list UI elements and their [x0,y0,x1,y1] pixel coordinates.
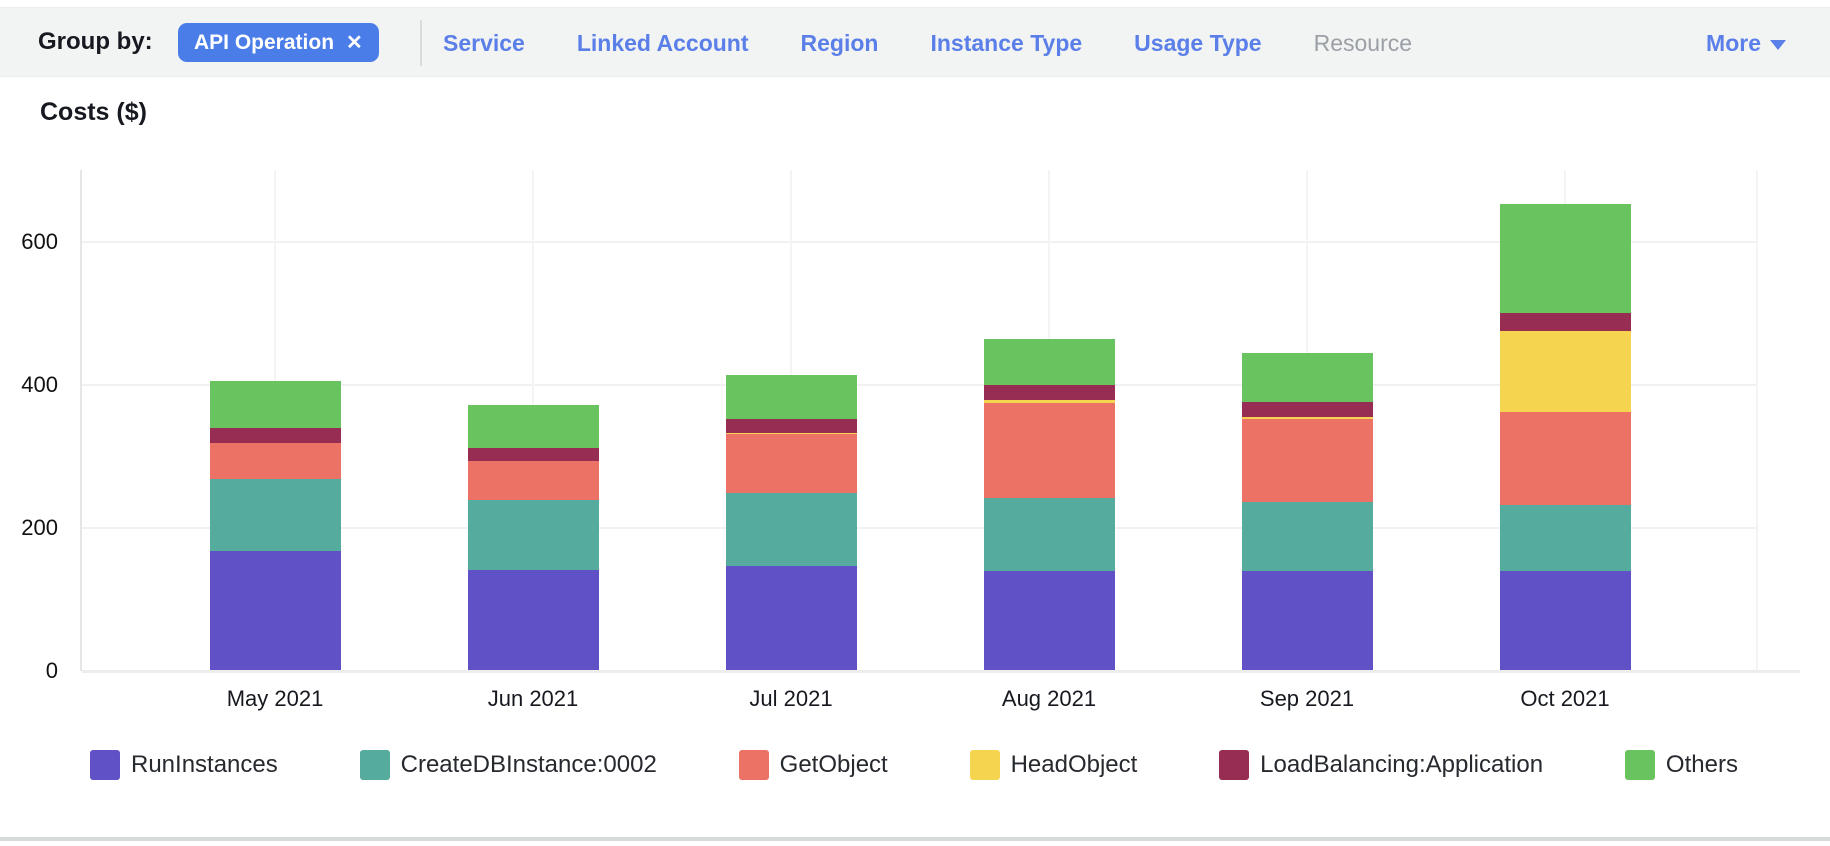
bar-segment-runinstances[interactable] [1241,570,1373,671]
legend-item-runinstances[interactable]: RunInstances [90,750,278,780]
bar-segment-loadbalancing-application[interactable] [1241,401,1373,417]
bar-jun-2021[interactable] [467,404,599,671]
legend-item-getobject[interactable]: GetObject [738,750,888,780]
legend-label: HeadObject [1010,751,1138,778]
bar-jul-2021[interactable] [725,374,857,671]
group-by-link-region[interactable]: Region [800,29,879,56]
legend-item-createdbinstance[interactable]: CreateDBInstance:0002 [359,750,657,780]
gridline [82,383,1758,386]
legend-label: RunInstances [131,751,278,778]
bar-segment-createdbinstance-0002[interactable] [209,479,341,551]
x-axis-tick-label: May 2021 [226,686,324,711]
group-by-link-instance-type[interactable]: Instance Type [930,29,1083,56]
group-by-link-usage-type[interactable]: Usage Type [1134,29,1262,56]
bar-segment-others[interactable] [467,404,599,448]
y-axis-line [80,170,82,671]
bar-sep-2021[interactable] [1241,352,1373,671]
y-axis-tick-label: 0 [45,658,58,683]
x-axis-line [82,670,1800,673]
group-by-link-linked-account[interactable]: Linked Account [576,29,749,56]
gridline [82,240,1758,243]
bar-segment-headobject[interactable] [983,400,1115,403]
legend-item-headobject[interactable]: HeadObject [969,750,1138,780]
legend-item-others[interactable]: Others [1624,750,1738,780]
legend-swatch [1219,750,1250,780]
bar-segment-runinstances[interactable] [467,570,599,671]
bar-segment-createdbinstance-0002[interactable] [1499,504,1631,571]
divider [0,837,1830,841]
bar-segment-runinstances[interactable] [725,565,857,671]
legend-item-loadbalancing[interactable]: LoadBalancing:Application [1219,750,1543,780]
more-dropdown[interactable]: More [1706,8,1786,78]
x-axis-tick-label: Oct 2021 [1520,686,1610,711]
bar-may-2021[interactable] [209,381,341,671]
legend-swatch [90,750,120,780]
gridline [1756,170,1758,671]
bar-segment-createdbinstance-0002[interactable] [1241,502,1373,571]
bar-segment-others[interactable] [209,381,341,429]
chip-remove-icon[interactable]: ✕ [346,31,363,54]
bar-segment-others[interactable] [1499,204,1631,314]
group-by-bar: Group by: API Operation ✕ Service Linked… [0,7,1830,77]
x-axis-tick-label: Aug 2021 [1001,686,1097,711]
group-by-links: Service Linked Account Region Instance T… [443,8,1412,78]
y-axis-tick-label: 200 [21,514,58,540]
group-by-label: Group by: [38,28,153,55]
x-axis-tick-label: Jul 2021 [749,686,833,711]
bar-segment-getobject[interactable] [1499,411,1631,505]
bar-segment-loadbalancing-application[interactable] [467,447,599,461]
more-label: More [1706,29,1761,56]
bar-segment-others[interactable] [725,374,857,420]
bar-segment-createdbinstance-0002[interactable] [983,497,1115,571]
chart-title: Costs ($) [40,98,147,126]
legend-label: Others [1665,751,1738,778]
bar-segment-getobject[interactable] [1241,419,1373,503]
chevron-down-icon [1770,39,1786,50]
bar-segment-loadbalancing-application[interactable] [209,428,341,444]
group-by-chip-api-operation[interactable]: API Operation ✕ [178,23,379,62]
bar-segment-runinstances[interactable] [209,550,341,671]
y-axis-tick-label: 600 [21,228,58,254]
legend-swatch [738,750,769,780]
legend-label: GetObject [779,751,888,778]
bar-segment-getobject[interactable] [209,443,341,480]
bar-segment-createdbinstance-0002[interactable] [467,499,599,571]
legend-label: LoadBalancing:Application [1260,751,1544,778]
chip-label: API Operation [194,30,335,54]
stacked-bar-chart [80,170,1758,671]
bar-segment-getobject[interactable] [467,460,599,500]
group-by-link-service[interactable]: Service [443,29,525,56]
bar-segment-createdbinstance-0002[interactable] [725,492,857,566]
legend-label: CreateDBInstance:0002 [400,751,657,778]
bar-oct-2021[interactable] [1499,204,1631,671]
bar-segment-getobject[interactable] [725,434,857,493]
bar-segment-headobject[interactable] [725,432,857,435]
x-axis-tick-label: Jun 2021 [487,686,579,711]
legend-swatch [359,750,390,780]
divider [420,20,422,66]
bar-segment-getobject[interactable] [983,402,1115,498]
bar-segment-runinstances[interactable] [1499,570,1631,671]
bar-segment-headobject[interactable] [1499,331,1631,412]
bar-segment-loadbalancing-application[interactable] [1499,313,1631,332]
legend-swatch [1624,750,1655,780]
bar-segment-others[interactable] [1241,352,1373,402]
bar-segment-others[interactable] [983,338,1115,386]
bar-segment-loadbalancing-application[interactable] [983,385,1115,401]
bar-aug-2021[interactable] [983,338,1115,671]
bar-segment-headobject[interactable] [1241,416,1373,420]
legend-swatch [969,750,1000,780]
bar-segment-runinstances[interactable] [983,570,1115,671]
bar-segment-loadbalancing-application[interactable] [725,419,857,433]
chart-legend: RunInstances CreateDBInstance:0002 GetOb… [90,745,1738,785]
y-axis-tick-label: 400 [21,371,58,397]
gridline [82,526,1758,529]
group-by-link-resource: Resource [1313,29,1413,56]
x-axis-tick-label: Sep 2021 [1259,686,1355,711]
